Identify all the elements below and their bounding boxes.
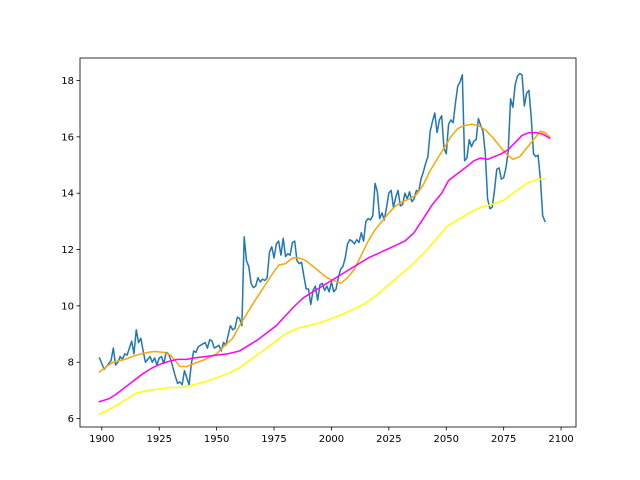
x-tick-label: 1975 (261, 434, 286, 445)
y-tick-label: 8 (68, 358, 74, 369)
series-line-3 (98, 131, 551, 403)
y-tick-label: 14 (61, 189, 74, 200)
series-line-2 (98, 123, 551, 374)
y-tick-label: 16 (61, 132, 74, 143)
x-tick-label: 2100 (548, 434, 573, 445)
series-line-4 (98, 178, 546, 416)
y-tick-label: 18 (61, 76, 74, 87)
axes-layer: 1900 1925 1950 1975 2000 2025 2050 2075 2100 6 8 10… (61, 57, 577, 445)
series-line-1 (98, 72, 546, 386)
series-layer (98, 72, 551, 416)
y-tick-label: 12 (61, 245, 74, 256)
axes-frame (79, 57, 577, 428)
x-tick-label: 2050 (434, 434, 459, 445)
x-tick-label: 1900 (89, 434, 114, 445)
y-tick-label: 6 (68, 414, 74, 425)
y-tick-label: 10 (61, 301, 74, 312)
x-tick-label: 2075 (491, 434, 516, 445)
x-tick-label: 2025 (376, 434, 401, 445)
x-tick-label: 1925 (146, 434, 171, 445)
x-tick-label: 1950 (204, 434, 229, 445)
x-tick-label: 2000 (319, 434, 344, 445)
